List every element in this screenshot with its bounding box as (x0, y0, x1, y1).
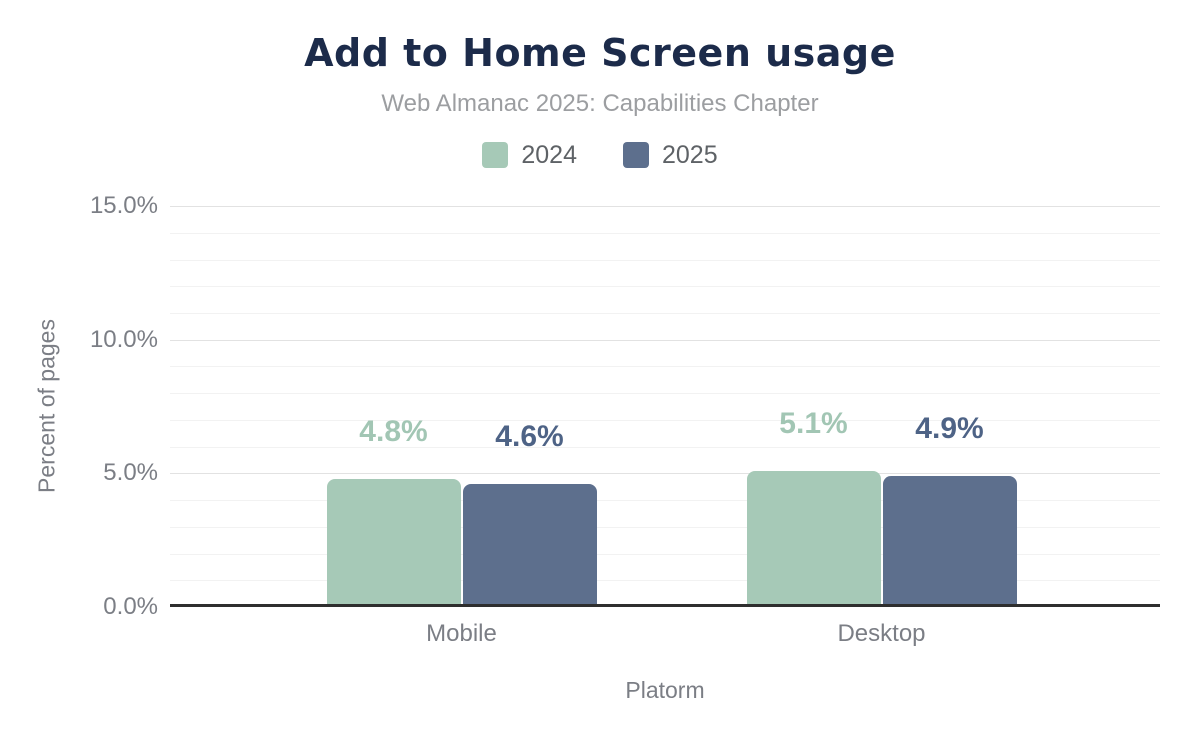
gridline-minor (170, 446, 1160, 448)
gridline-minor (170, 312, 1160, 314)
gridline-minor (170, 419, 1160, 421)
plot-area: 4.8% 4.6% 5.1% 4.9% (170, 206, 1160, 607)
bar-2024-mobile[interactable] (326, 478, 461, 607)
x-axis-line (170, 604, 1160, 607)
legend-item-label: 2024 (521, 140, 577, 169)
chart-subtitle: Web Almanac 2025: Capabilities Chapter (381, 90, 819, 117)
legend: 2024 2025 (0, 141, 1200, 169)
y-axis-tick-label: 5.0% (103, 459, 158, 487)
gridline-major (170, 473, 1160, 475)
legend-swatch-icon (623, 142, 649, 168)
gridline-minor (170, 393, 1160, 395)
gridline-minor (170, 526, 1160, 528)
gridline-minor (170, 500, 1160, 502)
y-axis-tick-label: 0.0% (103, 593, 158, 620)
bar-2025-desktop[interactable] (882, 476, 1017, 607)
bar-value-label-2025-mobile: 4.6% (495, 420, 564, 453)
gridline-minor (170, 259, 1160, 261)
legend-item-2025[interactable]: 2025 (623, 141, 718, 170)
bar-value-label-2024-mobile: 4.8% (359, 414, 428, 448)
gridline-minor (170, 286, 1160, 288)
x-axis-title: Platorm (625, 677, 705, 703)
x-axis-category-label: Desktop (837, 620, 926, 647)
gridline-minor (170, 232, 1160, 234)
gridline-major (170, 206, 1160, 207)
gridline-minor (170, 580, 1160, 582)
gridline-minor (170, 366, 1160, 368)
gridline-major (170, 339, 1160, 341)
y-axis-tick-label: 10.0% (89, 325, 158, 353)
gridline-minor (170, 553, 1160, 555)
bar-value-label-2025-desktop: 4.9% (915, 412, 984, 445)
x-axis-category-label: Mobile (426, 620, 497, 647)
chart-title: Add to Home Screen usage (304, 31, 896, 75)
legend-item-2024[interactable]: 2024 (482, 141, 577, 170)
bar-2024-desktop[interactable] (746, 470, 881, 607)
legend-item-label: 2025 (662, 140, 718, 169)
bar-value-label-2024-desktop: 5.1% (779, 406, 848, 440)
legend-swatch-icon (482, 142, 509, 168)
y-axis-tick-label: 15.0% (89, 192, 158, 219)
bar-2025-mobile[interactable] (462, 484, 597, 607)
